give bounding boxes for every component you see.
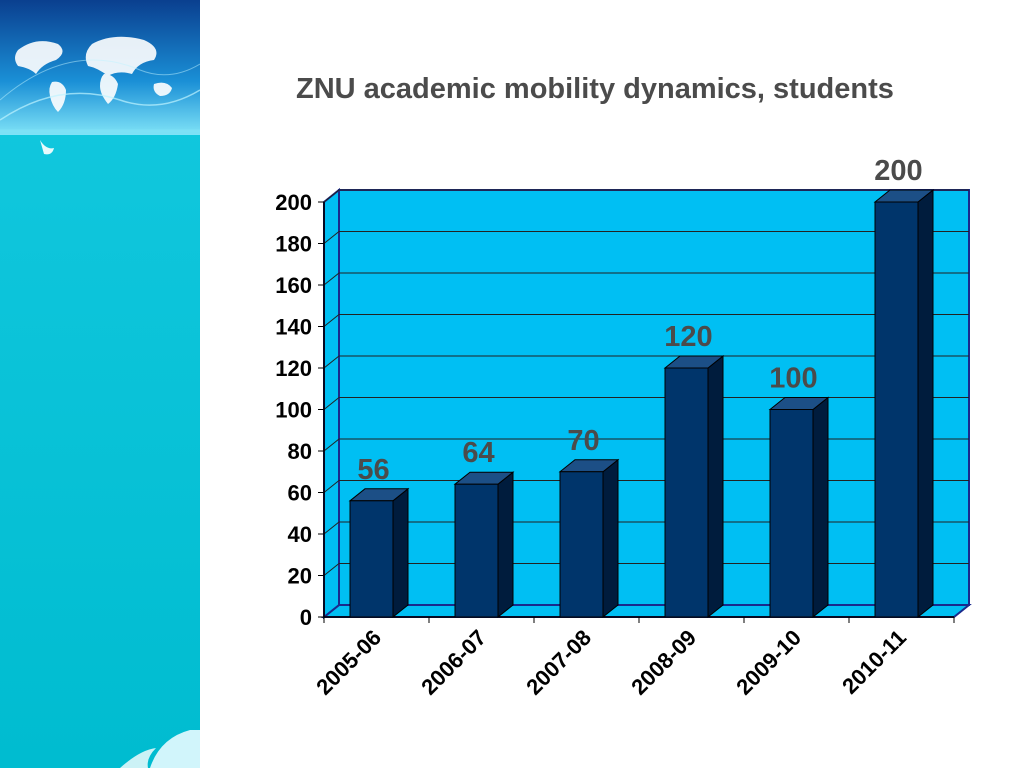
y-tick-label: 20 <box>288 564 312 589</box>
bar-side <box>917 188 934 619</box>
y-tick-label: 200 <box>275 190 312 215</box>
bar-side <box>497 471 514 619</box>
gridline-side <box>323 480 340 493</box>
y-tick-label: 160 <box>275 273 312 298</box>
y-tick-label: 140 <box>275 315 312 340</box>
x-tick-label: 2009-10 <box>731 625 806 700</box>
data-labels: 56 64 70 120 100 200 <box>357 155 922 486</box>
y-tick-label: 100 <box>275 398 312 423</box>
bar-2010-11 <box>873 188 935 619</box>
bar-2008-09 <box>663 354 725 619</box>
gridline-side <box>323 272 340 286</box>
slide-title: ZNU academic mobility dynamics, students <box>296 73 894 105</box>
bar-2005-06 <box>348 487 410 619</box>
x-tick-label: 2006-07 <box>416 625 491 700</box>
gridlines <box>323 189 969 576</box>
y-tick-label: 0 <box>300 605 312 630</box>
data-label: 70 <box>567 425 599 457</box>
bar-side <box>707 354 724 619</box>
data-label: 120 <box>664 321 712 353</box>
bar-side <box>602 458 619 619</box>
gridline-side <box>323 563 340 576</box>
bar-side <box>392 487 409 619</box>
gridline-side <box>323 397 340 410</box>
axes <box>318 201 955 623</box>
bars <box>348 188 935 619</box>
bar-2006-07 <box>453 471 515 619</box>
slide-decoration-sidebar <box>0 0 200 768</box>
bar-2009-10 <box>768 396 830 619</box>
bar-front <box>664 367 709 618</box>
gridline-side <box>323 189 340 203</box>
data-label: 64 <box>462 437 494 469</box>
gridline-side <box>323 231 340 244</box>
plot-floor <box>321 604 972 618</box>
y-tick-label: 60 <box>288 481 312 506</box>
bar-2007-08 <box>558 458 620 619</box>
gridline-side <box>323 314 340 327</box>
plot-area <box>321 187 972 620</box>
gridline-side <box>323 521 340 535</box>
y-axis-tick-labels: 0 20 40 60 80 100 120 140 160 180 200 <box>275 190 312 630</box>
x-tick-label: 2005-06 <box>311 625 386 700</box>
gridline-side <box>323 438 340 452</box>
data-label: 56 <box>357 454 389 486</box>
bar-front <box>874 201 919 618</box>
y-tick-label: 80 <box>288 439 312 464</box>
y-tick-label: 120 <box>275 356 312 381</box>
gridline-side <box>323 355 340 369</box>
x-axis-tick-labels: 2005-06 2006-07 2007-08 2008-09 2009-10 2010-… <box>311 625 911 700</box>
x-tick-label: 2010-11 <box>837 625 911 699</box>
world-map-icon <box>15 36 172 112</box>
x-tick-label: 2007-08 <box>521 625 596 700</box>
bar-front <box>559 471 604 618</box>
bar-side <box>812 396 829 619</box>
data-label: 100 <box>769 363 817 395</box>
y-tick-label: 40 <box>288 522 312 547</box>
x-tick-label: 2008-09 <box>626 625 701 700</box>
data-label: 200 <box>874 155 922 187</box>
bar-front <box>349 500 394 618</box>
bar-front <box>769 409 814 618</box>
y-tick-label: 180 <box>275 232 312 257</box>
bar-front <box>454 483 499 618</box>
